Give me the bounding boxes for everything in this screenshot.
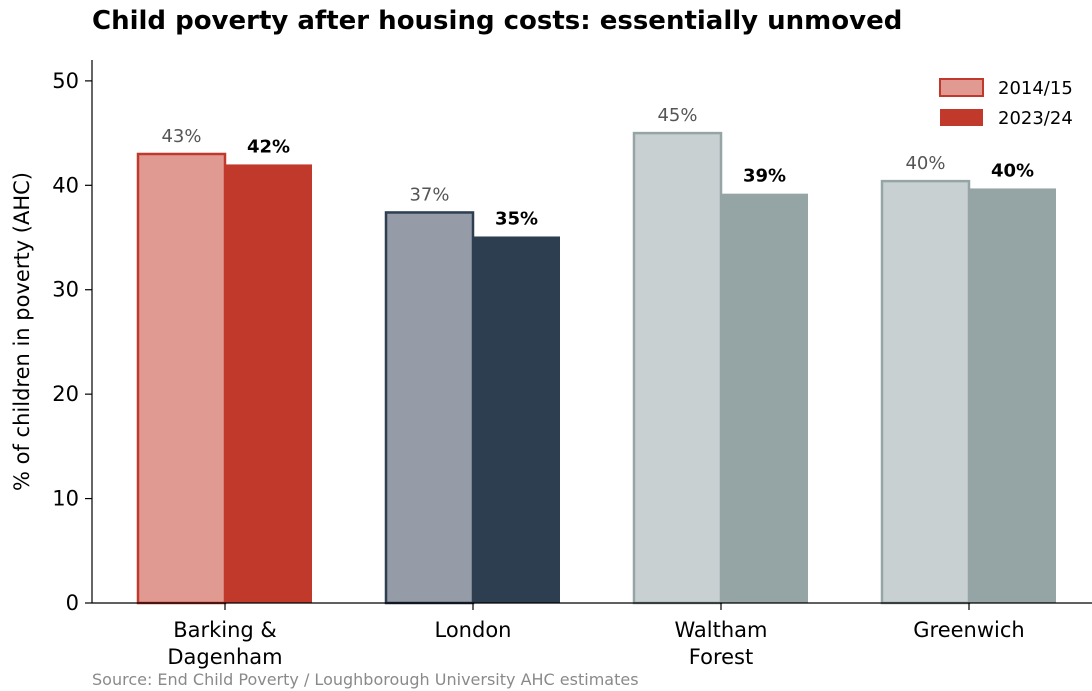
y-tick-label: 50: [52, 69, 79, 93]
data-label-2023-24: 39%: [743, 166, 786, 187]
data-label-2014-15: 43%: [161, 126, 201, 147]
data-label-2014-15: 40%: [905, 153, 945, 174]
value-labels-layer: 43% 42% 37% 35% 45% 39% 40% 40%: [161, 105, 1034, 229]
x-tick-label: Waltham Forest: [675, 618, 768, 669]
y-tick-label: 10: [52, 487, 79, 511]
data-label-2014-15: 37%: [409, 184, 449, 205]
bars-layer: [136, 131, 1056, 605]
chart-source: Source: End Child Poverty / Loughborough…: [92, 670, 639, 689]
legend: 2014/15 2023/24: [939, 78, 1073, 129]
legend-swatch-2023-24: [940, 109, 983, 126]
bar-2014-15: [136, 152, 227, 605]
y-tick-label: 20: [52, 382, 79, 406]
bar-2023-24: [969, 188, 1056, 604]
y-tick-label: 0: [66, 591, 79, 615]
data-label-2023-24: 42%: [247, 136, 290, 157]
bar-2014-15: [632, 131, 723, 605]
legend-label-2023-24: 2023/24: [998, 108, 1073, 129]
bar-2023-24: [721, 193, 808, 603]
chart-title: Child poverty after housing costs: essen…: [92, 6, 903, 36]
data-label-2014-15: 45%: [657, 105, 697, 126]
bar-2023-24: [473, 236, 560, 603]
y-tick-label: 30: [52, 278, 79, 302]
legend-label-2014-15: 2014/15: [998, 78, 1073, 99]
data-label-2023-24: 40%: [991, 160, 1034, 181]
bar-2014-15: [384, 211, 475, 605]
y-axis-title: % of children in poverty (AHC): [10, 172, 34, 491]
data-label-2023-24: 35%: [495, 208, 538, 229]
x-tick-label: Barking & Dagenham: [167, 618, 282, 669]
bar-2014-15: [880, 179, 971, 605]
axes-layer: Barking & Dagenham London Waltham Forest Gree…: [10, 60, 1092, 669]
bar-2023-24: [225, 164, 312, 603]
y-tick-label: 40: [52, 173, 79, 197]
legend-swatch-2014-15: [939, 78, 984, 97]
x-tick-label: Greenwich: [913, 618, 1024, 642]
x-tick-label: London: [435, 618, 512, 642]
